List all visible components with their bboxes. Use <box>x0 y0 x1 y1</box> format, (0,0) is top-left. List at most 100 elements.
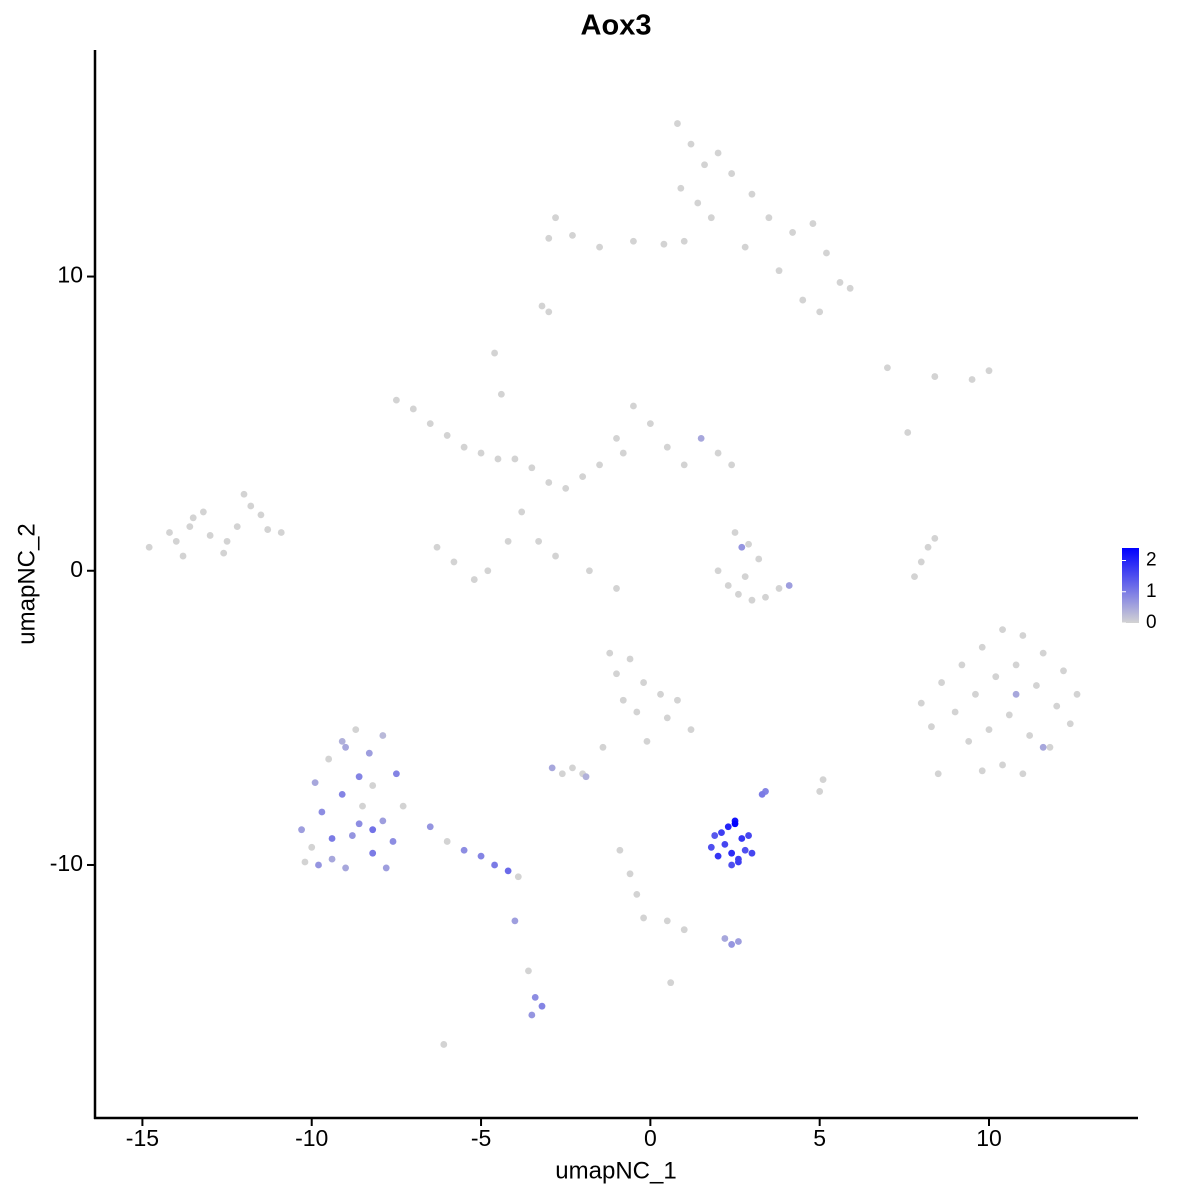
point <box>528 1011 536 1019</box>
point <box>721 840 729 848</box>
point <box>674 696 681 704</box>
point <box>633 890 641 898</box>
point <box>223 537 231 545</box>
point <box>911 573 918 581</box>
point <box>965 738 973 745</box>
y-tick-label: 10 <box>57 262 83 288</box>
point <box>460 846 468 854</box>
point <box>640 914 647 922</box>
point <box>359 802 366 810</box>
point <box>199 508 207 516</box>
x-tick-label: 10 <box>976 1125 1002 1151</box>
point <box>606 649 614 657</box>
point <box>1012 661 1020 669</box>
point <box>809 220 817 227</box>
point <box>762 593 769 601</box>
point <box>633 708 641 716</box>
chart-title: Aox3 <box>581 10 652 42</box>
point <box>680 237 688 245</box>
point <box>619 696 627 704</box>
point <box>718 829 725 837</box>
point <box>582 773 590 781</box>
point <box>741 243 749 251</box>
point <box>816 308 824 316</box>
point <box>917 699 925 707</box>
point <box>220 549 228 557</box>
point <box>392 396 400 404</box>
point <box>301 858 309 866</box>
point <box>643 738 651 745</box>
point <box>613 585 620 592</box>
point <box>1039 743 1047 751</box>
point <box>338 790 346 798</box>
point <box>504 537 512 545</box>
point <box>735 858 742 866</box>
point <box>518 508 526 516</box>
point <box>758 790 766 798</box>
point <box>931 373 939 380</box>
point <box>728 861 736 869</box>
point <box>667 979 675 987</box>
point <box>978 643 986 651</box>
point <box>552 552 559 560</box>
point <box>460 443 468 451</box>
point <box>443 838 451 845</box>
point <box>985 726 993 734</box>
point <box>823 249 830 257</box>
point <box>728 849 736 857</box>
point <box>514 873 522 881</box>
legend-tick-label: 1 <box>1146 581 1157 602</box>
point <box>433 543 441 551</box>
point <box>707 843 715 851</box>
point <box>369 849 377 857</box>
point <box>1033 682 1040 689</box>
y-axis-label: umapNC_2 <box>13 523 40 644</box>
color-legend-bar <box>1122 548 1139 623</box>
point <box>1026 732 1034 739</box>
point <box>660 240 668 248</box>
point <box>257 511 265 519</box>
point <box>477 852 485 860</box>
point <box>264 526 272 533</box>
points <box>145 120 1081 1048</box>
point <box>328 835 336 842</box>
point <box>789 229 796 236</box>
point <box>985 367 993 375</box>
point <box>545 308 553 316</box>
point <box>382 864 390 872</box>
point <box>491 349 498 357</box>
point <box>392 770 400 778</box>
point <box>958 661 966 669</box>
point <box>308 843 316 851</box>
point <box>978 767 986 775</box>
point <box>166 529 173 536</box>
point <box>311 779 319 786</box>
point <box>511 455 519 463</box>
point <box>728 170 736 177</box>
point <box>934 770 942 778</box>
point <box>1066 720 1074 728</box>
point <box>680 461 688 469</box>
point <box>721 935 729 942</box>
x-tick-label: 5 <box>813 1125 826 1151</box>
point <box>741 573 749 581</box>
point <box>240 490 248 498</box>
point <box>687 726 695 734</box>
point <box>426 823 434 831</box>
point <box>714 852 722 860</box>
point <box>365 749 373 757</box>
point <box>731 529 739 536</box>
point <box>172 537 180 545</box>
point <box>528 464 536 472</box>
point <box>596 461 603 469</box>
point <box>440 1041 448 1048</box>
point <box>1073 690 1081 698</box>
point <box>613 670 620 678</box>
point <box>755 555 763 563</box>
point <box>535 537 543 545</box>
point <box>663 917 671 925</box>
point <box>443 432 451 439</box>
point <box>186 523 194 531</box>
point <box>999 626 1006 634</box>
point <box>816 788 824 795</box>
